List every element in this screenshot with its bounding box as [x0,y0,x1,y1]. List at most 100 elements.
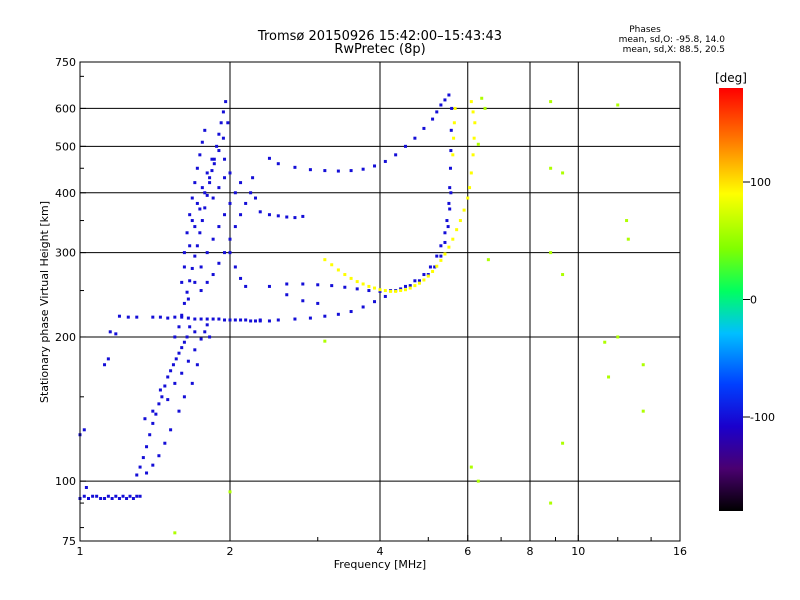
echo-point [200,219,204,223]
echo-point [549,251,553,255]
echo-point [267,156,271,160]
echo-point [151,409,155,413]
echo-point [180,346,184,350]
echo-point [367,289,371,293]
echo-point [217,225,221,229]
echo-point [383,294,387,298]
echo-point [82,494,86,498]
echo-point [413,284,417,288]
echo-point [182,340,186,344]
echo-point [211,237,215,241]
echo-point [157,454,161,458]
echo-point [203,128,207,132]
echo-point [205,171,209,175]
echo-point [285,282,289,286]
echo-point [616,103,620,107]
echo-point [276,318,280,322]
echo-point [293,216,297,220]
echo-point [451,237,455,241]
echo-point [641,363,645,367]
echo-point [166,398,170,402]
y-axis-label: Stationary phase Virtual Height [km] [38,201,51,403]
echo-point [128,494,132,498]
echo-point [403,144,407,148]
echo-point [215,144,219,148]
echo-point [244,201,248,205]
echo-point [561,441,565,445]
echo-point [158,315,162,319]
echo-point [188,325,192,329]
echo-point [141,456,145,460]
y-tick-label: 300 [55,247,76,260]
echo-point [445,219,449,223]
x-tick-label: 6 [464,545,471,558]
echo-point [151,421,155,425]
echo-point [249,191,253,195]
echo-point [138,494,142,498]
echo-point [223,318,227,322]
y-tick-label: 750 [55,56,76,69]
echo-point [285,215,289,219]
echo-point [200,186,204,190]
echo-point [223,157,227,161]
echo-point [205,251,209,255]
colorbar-tick-label: 100 [750,176,771,189]
y-tick-label: 400 [55,187,76,200]
echo-point [138,465,142,469]
echo-point [163,384,167,388]
echo-point [449,191,453,195]
echo-point [443,231,447,235]
echo-point [399,289,403,293]
echo-point [84,485,88,489]
echo-point [462,208,466,212]
y-tick-label: 600 [55,102,76,115]
echo-point [399,287,403,291]
echo-point [251,176,255,180]
echo-point [394,153,398,157]
echo-point [452,121,456,125]
echo-point [211,273,215,277]
echo-point [193,280,197,284]
echo-point [198,207,202,211]
echo-point [471,110,475,114]
echo-point [439,254,443,258]
colorbar-tick-label: -100 [750,411,775,424]
echo-point [293,317,297,321]
echo-point [106,494,110,498]
echo-point [267,284,271,288]
echo-point [383,159,387,163]
echo-point [343,285,347,289]
echo-point [195,363,199,367]
echo-point [355,280,359,284]
echo-point [217,186,221,190]
echo-point [323,258,327,262]
echo-point [208,181,212,185]
echo-point [616,335,620,339]
y-axis-ticks: 75 100 200 300 400 500 600 750 [55,56,86,548]
echo-point [199,317,203,321]
echo-point [228,318,232,322]
echo-point [91,494,95,498]
echo-point [244,284,248,288]
x-axis-ticks: 1 2 4 6 8 10 16 [77,535,687,558]
echo-point [469,465,473,469]
echo-point [198,231,202,235]
echo-point [193,348,197,352]
echo-point [549,166,553,170]
echo-point [448,166,452,170]
echo-point [408,284,412,288]
echo-point [422,126,426,130]
echo-point [239,276,243,280]
echo-point [435,254,439,258]
echo-point [561,171,565,175]
echo-point [203,191,207,195]
echo-point [180,313,184,317]
echo-point [293,165,297,169]
echo-point [180,315,184,319]
echo-point [439,258,443,262]
echo-point [169,428,173,432]
echo-point [249,319,253,323]
echo-point [336,268,340,272]
echo-point [126,315,130,319]
